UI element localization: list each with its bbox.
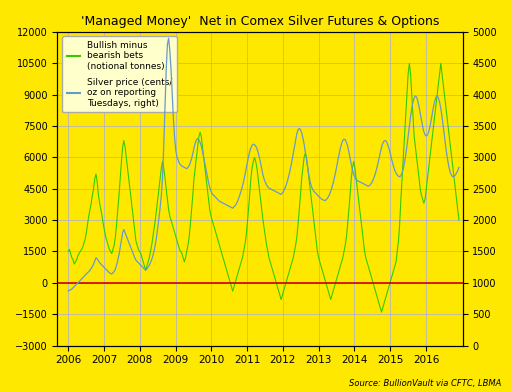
Legend: Bullish minus
bearish bets
(notional tonnes), Silver price (cents/
oz on reporti: Bullish minus bearish bets (notional ton… — [62, 36, 177, 113]
Text: Source: BullionVault via CFTC, LBMA: Source: BullionVault via CFTC, LBMA — [349, 379, 502, 388]
Title: 'Managed Money'  Net in Comex Silver Futures & Options: 'Managed Money' Net in Comex Silver Futu… — [81, 15, 439, 28]
